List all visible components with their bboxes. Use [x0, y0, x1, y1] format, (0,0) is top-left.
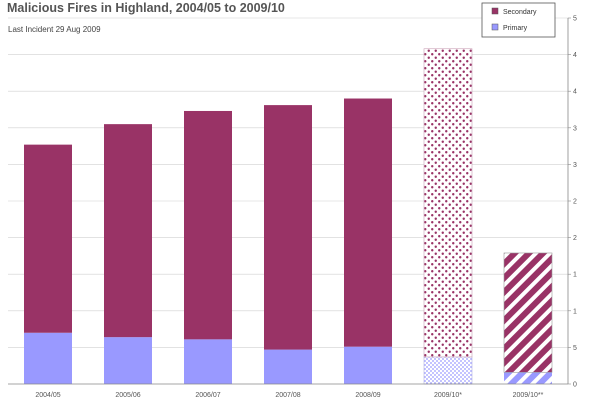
bar-primary-200506 [104, 337, 152, 384]
legend-swatch-secondary [491, 7, 499, 15]
bars [24, 48, 553, 385]
bar-primary-200607 [184, 339, 232, 384]
y-tick-label: 5 [573, 16, 577, 23]
y-tick-label: 4 [573, 89, 577, 96]
legend-swatch-primary [491, 23, 499, 31]
y-tick-label: 1 [573, 308, 577, 315]
x-tick-label: 2006/07 [195, 392, 220, 399]
y-tick-label: 0 [573, 382, 577, 389]
x-tick-label: 2008/09 [355, 392, 380, 399]
bar-primary-200405 [24, 332, 72, 384]
x-tick-label: 2004/05 [35, 392, 60, 399]
bar-primary-200910 [423, 356, 473, 385]
bar-primary-200910 [504, 372, 552, 384]
bar-secondary-200708 [264, 105, 312, 350]
x-tick-label: 2009/10** [513, 392, 544, 399]
y-tick-label: 4 [573, 52, 577, 59]
bar-primary-200708 [264, 349, 312, 384]
chart-subtitle: Last Incident 29 Aug 2009 [8, 25, 101, 34]
bar-primary-200809 [344, 346, 392, 384]
x-tick-label: 2007/08 [275, 392, 300, 399]
y-tick-label: 2 [573, 199, 577, 206]
chart-title: Malicious Fires in Highland, 2004/05 to … [7, 1, 285, 15]
bar-secondary-200506 [104, 124, 152, 338]
x-tick-label: 2005/06 [115, 392, 140, 399]
y-tick-label: 5 [573, 345, 577, 352]
y-tick-label: 3 [573, 125, 577, 132]
bar-secondary-200910 [423, 48, 473, 358]
y-tick-label: 3 [573, 162, 577, 169]
bar-secondary-200910 [503, 252, 553, 373]
x-tick-labels: 2004/05 2005/06 2006/07 2007/08 2008/09 2009/… [35, 392, 543, 399]
bar-secondary-200607 [184, 110, 232, 340]
legend-label-secondary: Secondary [503, 9, 537, 16]
bar-secondary-200405 [24, 144, 72, 333]
y-tick-labels: 0 5 1 1 2 2 3 3 4 4 5 [573, 16, 577, 389]
axes [8, 17, 571, 385]
y-tick-label: 1 [573, 272, 577, 279]
legend: Secondary Primary [481, 2, 556, 38]
y-tick-label: 2 [573, 235, 577, 242]
bar-secondary-200809 [344, 98, 392, 347]
legend-label-primary: Primary [503, 25, 528, 32]
x-tick-label: 2009/10* [434, 392, 462, 399]
